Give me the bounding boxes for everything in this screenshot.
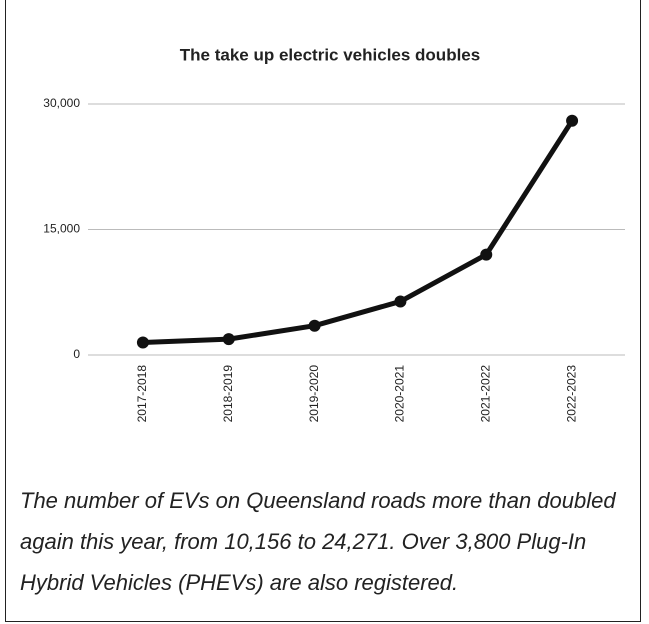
y-tick-label: 0	[73, 347, 80, 361]
y-tick-label: 15,000	[43, 222, 80, 236]
point	[480, 248, 493, 261]
y-tick-label: 30,000	[43, 96, 80, 110]
x-tick-label: 2021-2022	[478, 365, 492, 423]
x-tick-label: 2019-2020	[307, 365, 321, 423]
x-tick-label: 2022-2023	[564, 365, 578, 423]
line	[142, 119, 575, 345]
point	[136, 336, 149, 349]
point	[394, 295, 407, 308]
x-tick-label: 2020-2021	[393, 365, 407, 423]
point	[566, 114, 579, 127]
x-tick-label: 2018-2019	[221, 365, 235, 423]
frame	[5, 0, 641, 622]
point	[308, 319, 321, 332]
x-tick-label: 2017-2018	[135, 365, 149, 423]
chart-title: The take up electric vehicles doubles	[180, 45, 480, 64]
point	[222, 333, 235, 346]
caption: The number of EVs on Queensland roads mo…	[20, 488, 616, 595]
